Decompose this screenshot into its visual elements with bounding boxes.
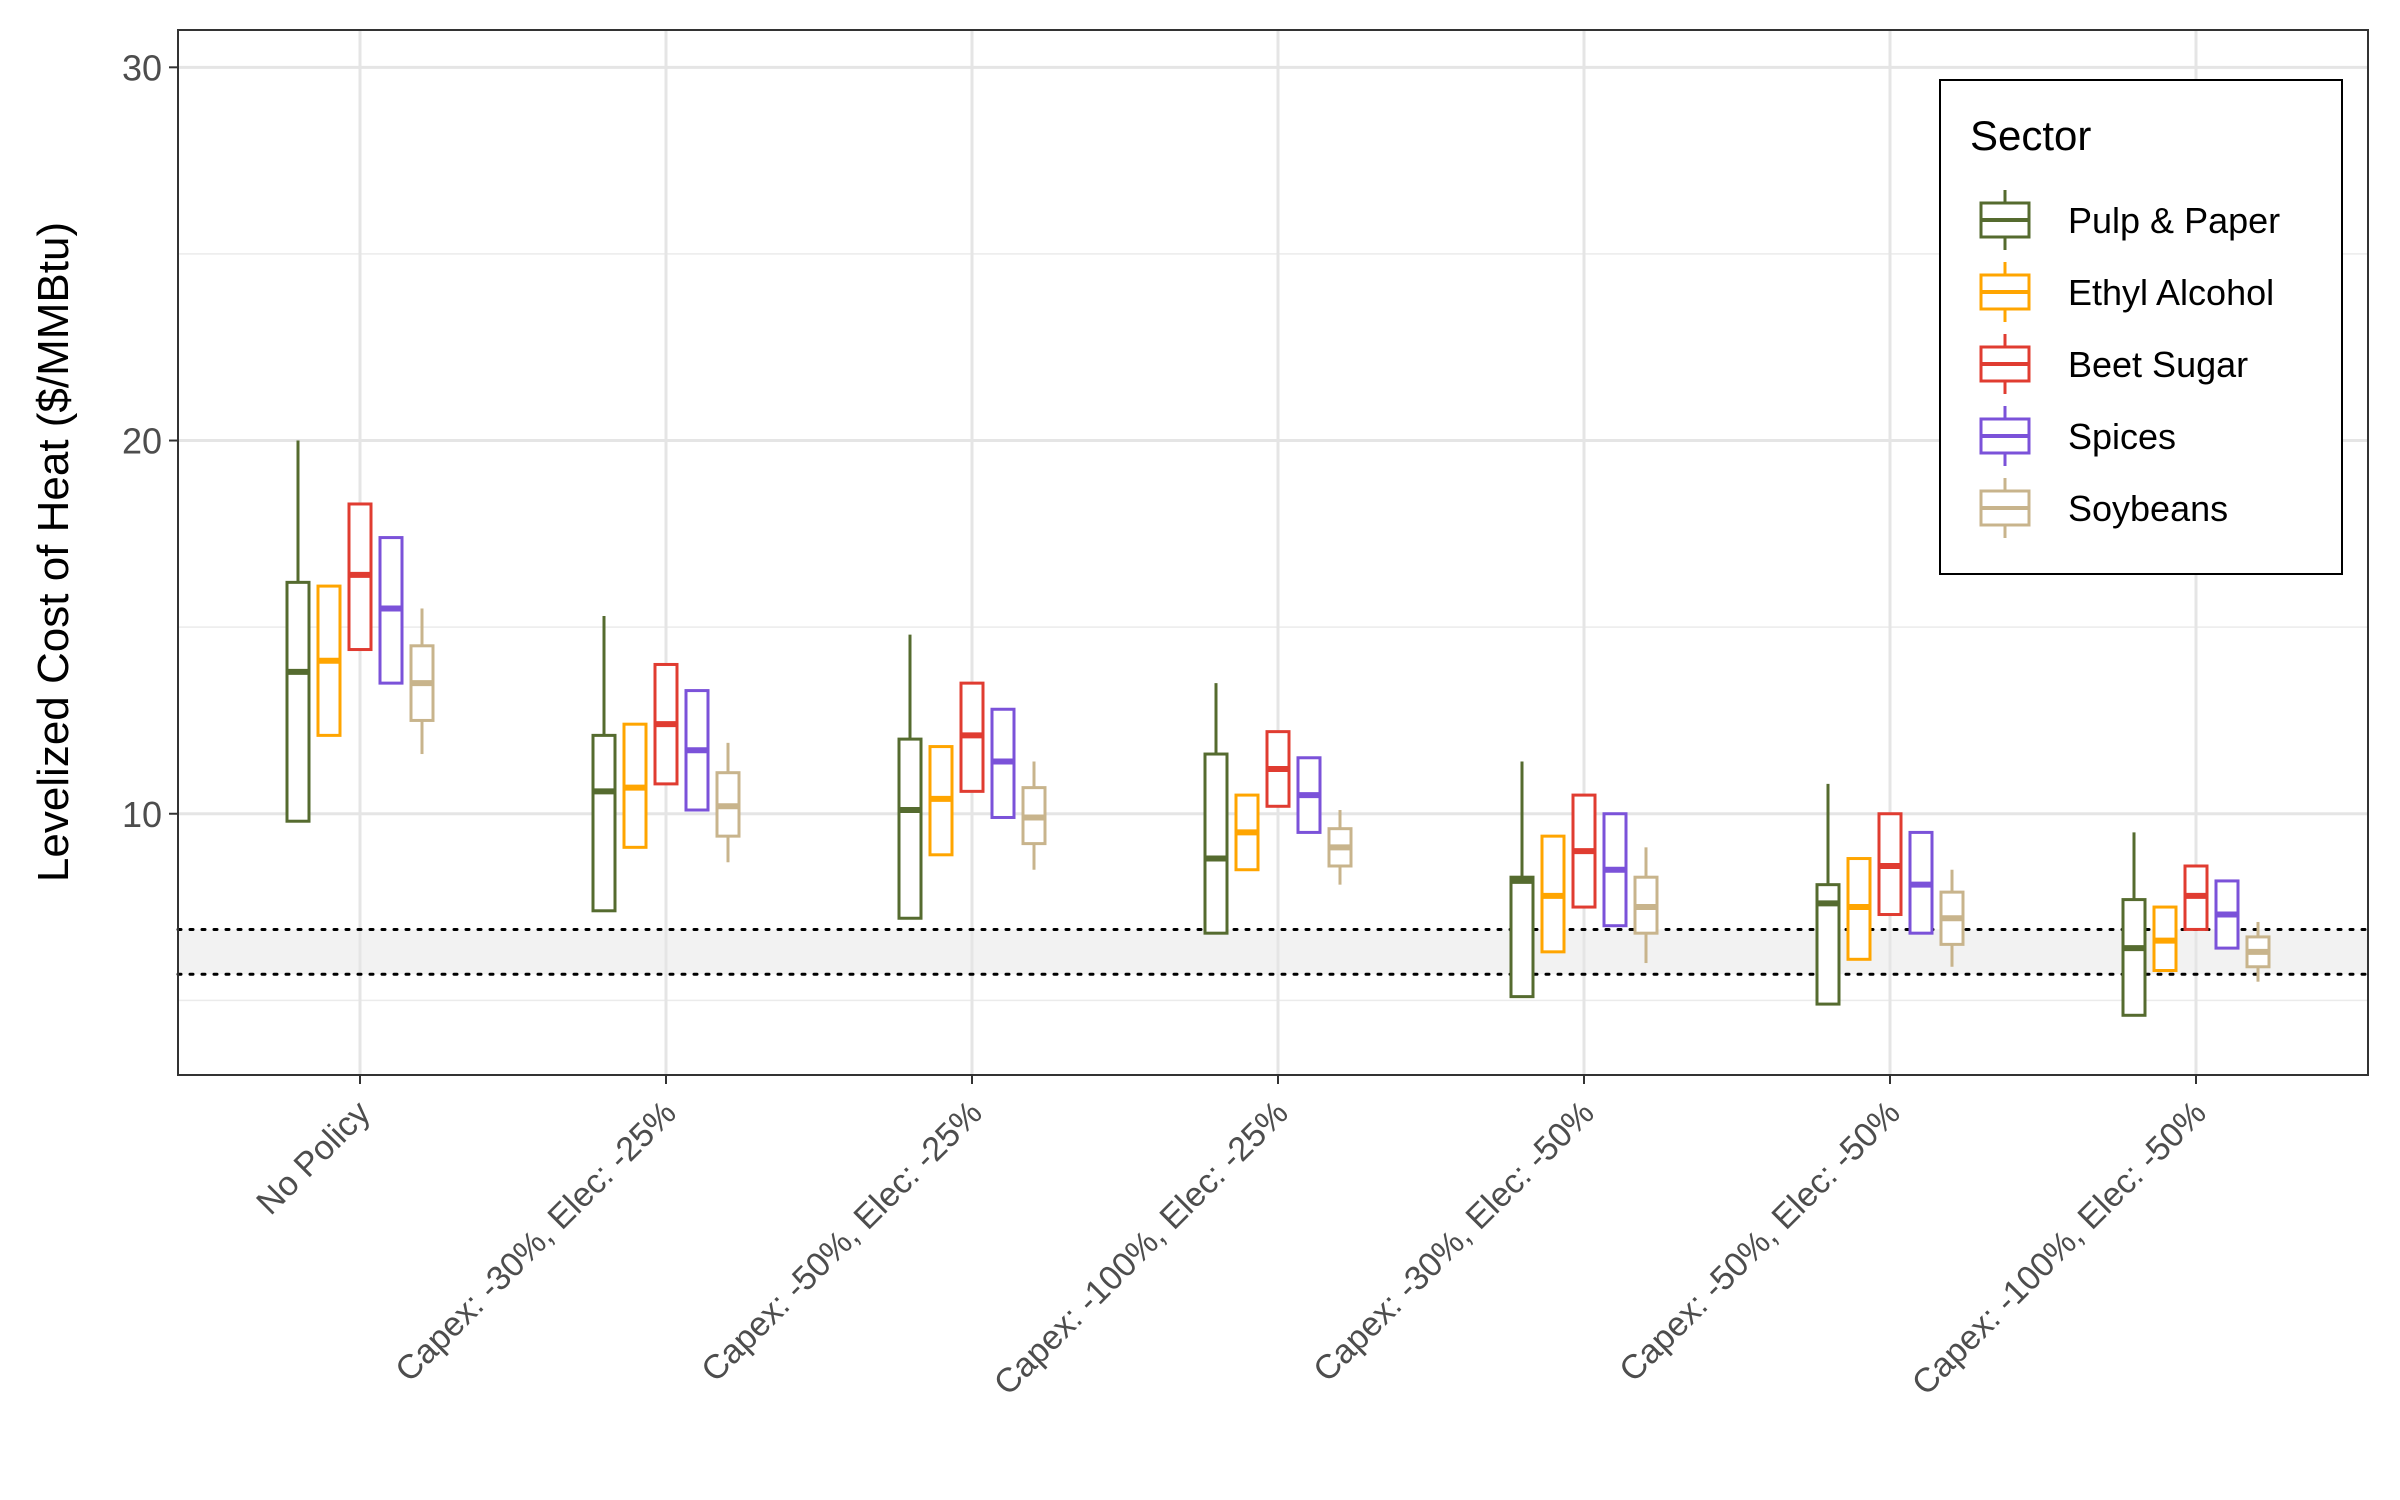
x-tick-label: Capex: -30%, Elec: -25%: [388, 1094, 683, 1389]
box-body: [1203, 752, 1229, 935]
box-body: [1815, 883, 1841, 1006]
box: [1602, 812, 1628, 928]
box: [1846, 857, 1872, 961]
box: [897, 634, 923, 920]
x-tick-label: Capex: -30%, Elec: -50%: [1306, 1094, 1601, 1389]
box: [653, 662, 679, 786]
box: [285, 440, 311, 823]
box: [1633, 847, 1659, 964]
y-tick-label: 30: [122, 47, 162, 88]
legend-label: Pulp & Paper: [2068, 200, 2280, 241]
box-body: [591, 733, 617, 913]
x-axis: No Policy Capex: -30%, Elec: -25% Capex: -…: [249, 1075, 2214, 1403]
box: [1234, 793, 1260, 872]
y-tick-label: 20: [122, 421, 162, 462]
x-tick-label: Capex: -50%, Elec: -25%: [694, 1094, 989, 1389]
x-tick-label: Capex: -50%, Elec: -50%: [1612, 1094, 1907, 1389]
box: [1265, 730, 1291, 808]
legend: Sector Pulp & Paper Ethyl Alcohol Beet Sug…: [1939, 79, 2343, 575]
box: [928, 745, 954, 857]
reference-band: [178, 929, 2368, 975]
box: [2183, 864, 2209, 931]
legend-title: Sector: [1970, 112, 2091, 159]
box-body: [1509, 875, 1535, 999]
box: [2214, 879, 2240, 950]
box: [1540, 834, 1566, 954]
box: [591, 615, 617, 913]
boxes-layer: [285, 440, 2271, 1017]
box: [2152, 905, 2178, 973]
plot-border: [177, 29, 2369, 1076]
reference-lines-layer: [176, 927, 2370, 976]
box: [990, 707, 1016, 819]
box: [378, 536, 404, 685]
box: [1296, 756, 1322, 834]
box: [2245, 921, 2271, 982]
box: [347, 502, 373, 652]
legend-label: Soybeans: [2068, 488, 2228, 529]
box: [715, 742, 741, 863]
reference-band-layer: [178, 929, 2368, 975]
box-body: [897, 737, 923, 920]
legend-label: Beet Sugar: [2068, 344, 2248, 385]
box: [2121, 832, 2147, 1017]
box: [959, 681, 985, 793]
y-tick-label: 10: [122, 794, 162, 835]
box: [622, 722, 648, 849]
box: [1509, 761, 1535, 999]
y-axis-title: Levelized Cost of Heat ($/MMBtu): [29, 222, 78, 882]
box: [1327, 810, 1353, 885]
box: [684, 689, 710, 812]
box: [409, 608, 435, 755]
box-body: [2121, 898, 2147, 1017]
box: [1571, 793, 1597, 909]
box: [1939, 869, 1965, 967]
x-tick-label: Capex: -100%, Elec: -50%: [1905, 1094, 2214, 1403]
legend-label: Spices: [2068, 416, 2176, 457]
box: [1908, 830, 1934, 935]
x-tick-label: Capex: -100%, Elec: -25%: [987, 1094, 1296, 1403]
y-axis: 10 20 30: [122, 47, 178, 835]
x-tick-label: No Policy: [249, 1094, 377, 1222]
box: [316, 584, 342, 737]
box: [1815, 783, 1841, 1006]
box: [1021, 761, 1047, 870]
legend-label: Ethyl Alcohol: [2068, 272, 2274, 313]
box-body: [285, 580, 311, 823]
box: [1877, 812, 1903, 917]
box: [1203, 683, 1229, 935]
